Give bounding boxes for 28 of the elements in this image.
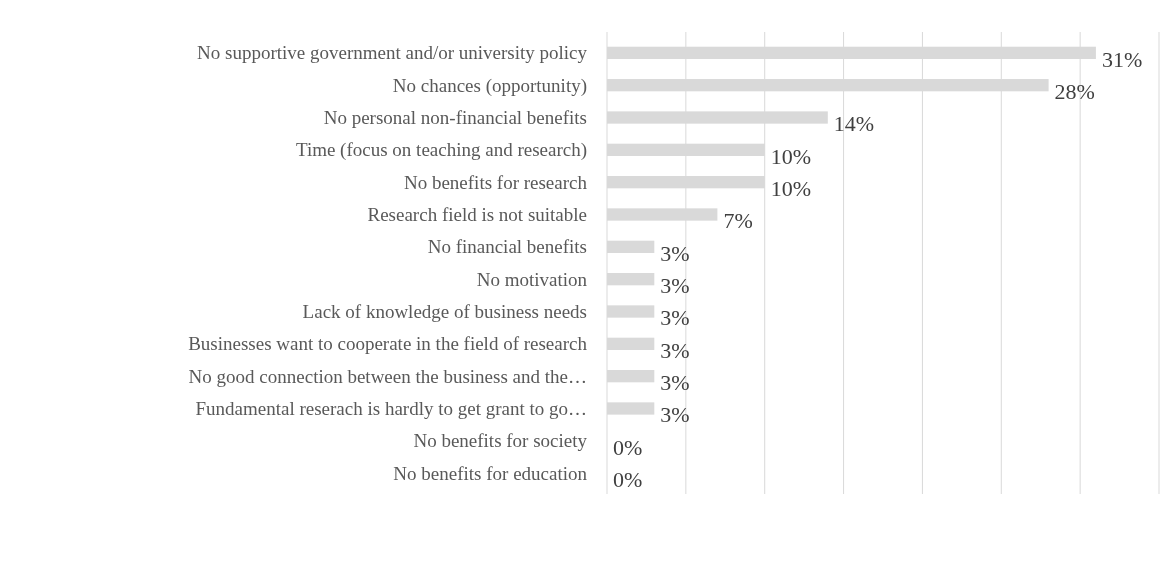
data-label: 3% [660, 369, 690, 395]
data-label: 0% [613, 434, 643, 460]
data-label: 3% [660, 402, 690, 428]
data-label: 31% [1101, 46, 1143, 72]
y-tick-label: Fundamental reserach is hardly to get grant to go… [195, 398, 587, 420]
data-label: 14% [833, 111, 875, 137]
data-label: 10% [770, 143, 812, 169]
y-tick-label: Lack of knowledge of business needs [302, 301, 587, 323]
data-label: 10% [770, 175, 812, 201]
y-tick-label: No benefits for education [393, 462, 588, 484]
y-tick-label: No benefits for research [403, 171, 588, 193]
y-tick-label: No financial benefits [427, 236, 587, 258]
data-label: 3% [660, 272, 690, 298]
y-tick-label: No chances (opportunity) [392, 74, 587, 97]
data-label: 0% [613, 466, 643, 492]
data-label: 3% [660, 240, 690, 266]
y-tick-label: No supportive government and/or university policy [197, 42, 588, 64]
y-tick-label: No personal non-financial benefits [323, 107, 587, 129]
data-label: 3% [660, 305, 690, 331]
y-tick-label: Research field is not suitable [367, 204, 587, 226]
y-tick-label: No good connection between the business and the… [188, 365, 587, 387]
y-tick-label: Businesses want to cooperate in the field of research [188, 333, 588, 355]
data-label: 28% [1054, 78, 1095, 104]
y-tick-label: Time (focus on teaching and research) [295, 139, 587, 162]
y-tick-label: No motivation [476, 268, 588, 290]
data-label: 3% [660, 337, 690, 363]
y-tick-label: No benefits for society [413, 430, 588, 452]
data-label: 7% [723, 208, 753, 234]
